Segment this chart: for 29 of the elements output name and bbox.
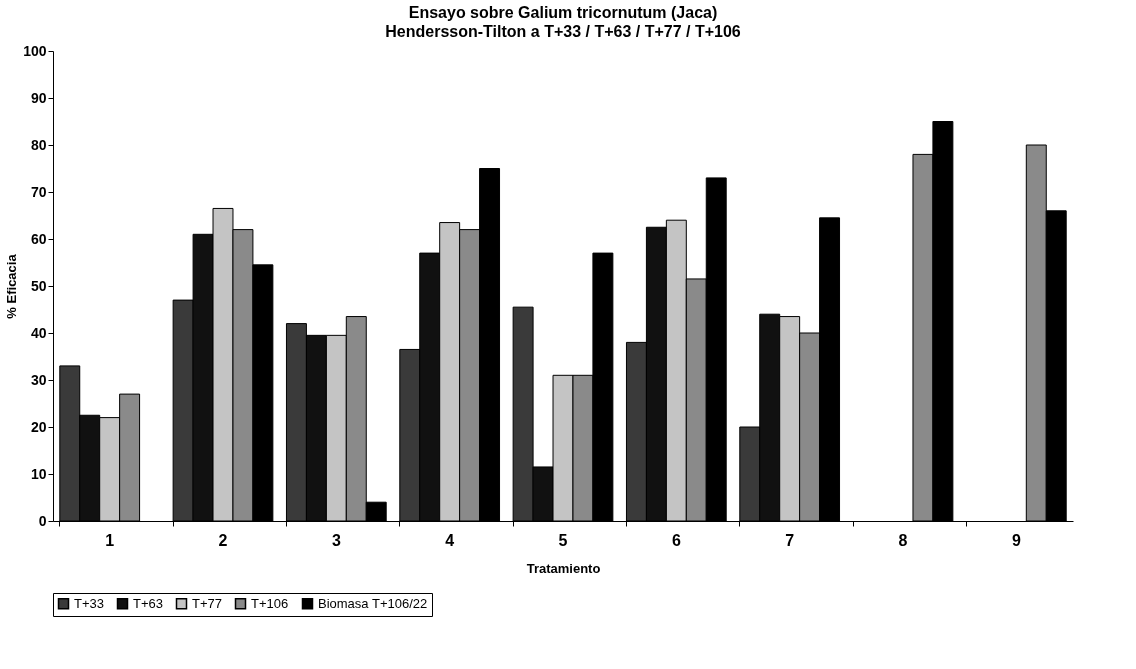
y-tick-label: 30 (30, 371, 47, 388)
legend-label: T+33 (74, 595, 104, 611)
legend-label: Biomasa T+106/22 (318, 595, 428, 611)
x-tick-label: 4 (445, 531, 455, 549)
y-tick-label: 100 (23, 42, 47, 59)
chart-title: Ensayo sobre Galium tricornutum (Jaca) (408, 4, 718, 21)
y-tick-label: 50 (30, 277, 47, 294)
x-axis-title: Tratamiento (526, 560, 601, 576)
x-tick-label: 2 (218, 531, 228, 549)
x-tick-label: 6 (671, 531, 681, 549)
y-axis-title: % Eficacia (4, 253, 20, 319)
y-tick-label: 40 (30, 324, 47, 341)
y-tick-label: 20 (30, 418, 47, 435)
x-tick-label: 9 (1011, 531, 1021, 549)
legend-label: T+77 (192, 595, 222, 611)
x-tick-label: 1 (105, 531, 115, 549)
legend-label: T+63 (133, 595, 163, 611)
y-tick-label: 90 (30, 89, 47, 106)
x-tick-label: 3 (331, 531, 341, 549)
y-tick-label: 70 (30, 183, 47, 200)
y-tick-label: 60 (30, 230, 47, 247)
y-tick-label: 0 (38, 512, 47, 529)
y-tick-label: 80 (30, 136, 47, 153)
y-tick-label: 10 (30, 465, 47, 482)
legend-label: T+106 (251, 595, 289, 611)
chart-subtitle: Hendersson-Tilton a T+33 / T+63 / T+77 / T+106 (385, 23, 741, 40)
x-tick-label: 7 (785, 531, 795, 549)
x-tick-label: 5 (558, 531, 568, 549)
x-tick-label: 8 (898, 531, 908, 549)
